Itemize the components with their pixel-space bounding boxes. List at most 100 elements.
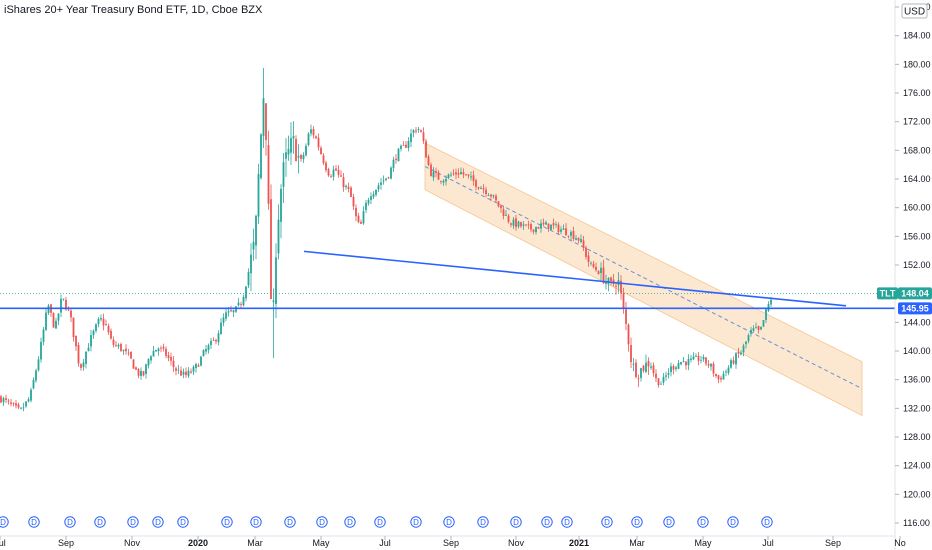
- candle-body: [415, 130, 417, 132]
- dividend-marker-label: D: [564, 518, 570, 527]
- dividend-marker[interactable]: [94, 516, 106, 528]
- candle-body: [722, 373, 725, 380]
- dividend-marker[interactable]: [697, 516, 709, 528]
- candle-body: [70, 310, 72, 318]
- x-tick-label: Sep: [825, 538, 841, 548]
- candle-body: [215, 339, 217, 342]
- dividend-marker[interactable]: [0, 516, 9, 528]
- dividend-marker[interactable]: [477, 516, 489, 528]
- dividend-marker[interactable]: [541, 516, 553, 528]
- dividend-marker[interactable]: [727, 516, 739, 528]
- candle-body: [410, 133, 412, 142]
- y-tick-label: 184.00: [903, 31, 931, 41]
- candle-body: [17, 404, 20, 408]
- regression-channel[interactable]: [424, 142, 863, 417]
- candle-body: [427, 156, 430, 166]
- candle-body: [225, 312, 227, 319]
- candle-body: [342, 177, 345, 188]
- chart-title: iShares 20+ Year Treasury Bond ETF, 1D, …: [4, 4, 263, 16]
- candle-body: [22, 407, 25, 409]
- dividend-marker[interactable]: [127, 516, 139, 528]
- y-tick-label: 120.00: [903, 489, 931, 499]
- currency-label[interactable]: USD: [901, 3, 928, 19]
- dividend-marker[interactable]: [561, 516, 573, 528]
- candle-body: [285, 152, 287, 159]
- dividend-marker[interactable]: [221, 516, 233, 528]
- candle-body: [437, 172, 440, 180]
- candle-body: [570, 232, 572, 236]
- dividend-marker[interactable]: [374, 516, 386, 528]
- candle-body: [315, 136, 317, 139]
- dividend-marker[interactable]: [28, 516, 40, 528]
- candle-body: [145, 364, 147, 374]
- candle-body: [97, 318, 100, 325]
- candle-body: [400, 145, 402, 149]
- dividend-marker[interactable]: [316, 516, 328, 528]
- candle-body: [730, 360, 732, 368]
- dividend-marker[interactable]: [64, 516, 76, 528]
- trend-line[interactable]: [303, 250, 847, 307]
- candle-body: [335, 168, 337, 171]
- candle-body: [320, 147, 322, 155]
- candle-body: [185, 371, 187, 376]
- candle-body: [567, 235, 570, 237]
- candle-body: [242, 296, 245, 306]
- candle-body: [762, 320, 765, 327]
- candle-body: [340, 175, 342, 177]
- candle-body: [105, 324, 107, 326]
- candle-body: [635, 362, 637, 377]
- candle-body: [87, 347, 90, 352]
- candle-body: [217, 333, 220, 343]
- dividend-marker[interactable]: [761, 516, 773, 528]
- candle-body: [700, 359, 702, 361]
- candle-body: [560, 229, 562, 232]
- dividend-marker-label: D: [67, 518, 73, 527]
- candle-body: [470, 176, 472, 178]
- candle-body: [667, 373, 670, 375]
- y-tick-label: 160.00: [903, 203, 931, 213]
- candle-body: [655, 373, 657, 379]
- candle-body: [230, 310, 232, 312]
- candle-body: [677, 363, 680, 369]
- candle-body: [542, 222, 545, 225]
- candle-body: [170, 356, 172, 361]
- dividend-marker[interactable]: [250, 516, 262, 528]
- dividend-marker[interactable]: [443, 516, 455, 528]
- candle-body: [10, 402, 12, 404]
- candle-body: [745, 341, 747, 345]
- candle-body: [205, 348, 207, 352]
- candle-body: [622, 293, 625, 308]
- dividend-marker[interactable]: [344, 516, 356, 528]
- x-axis[interactable]: Jul Sep Nov 2020 Mar May Jul Sep Nov 2021 Mar May Ju…: [0, 536, 906, 548]
- dividend-marker-label: D: [180, 518, 186, 527]
- candle-body: [657, 378, 660, 386]
- dividend-marker[interactable]: [177, 516, 189, 528]
- candle-body: [602, 267, 605, 284]
- candle-body: [732, 360, 735, 364]
- dividend-marker[interactable]: [284, 516, 296, 528]
- dividend-marker-label: D: [544, 518, 550, 527]
- candle-body: [180, 370, 182, 376]
- candle-body: [597, 271, 600, 275]
- candle-body: [302, 154, 305, 160]
- candle-body: [182, 371, 185, 375]
- dividend-marker[interactable]: [410, 516, 422, 528]
- candle-body: [122, 349, 125, 352]
- candle-body: [575, 238, 577, 240]
- dividend-marker-label: D: [130, 518, 136, 527]
- dividend-marker[interactable]: [631, 516, 643, 528]
- dividend-marker-label: D: [97, 518, 103, 527]
- candle-body: [712, 363, 715, 374]
- candle-body: [692, 356, 695, 360]
- dividend-marker[interactable]: [601, 516, 613, 528]
- candle-body: [680, 362, 682, 365]
- dividend-marker[interactable]: [510, 516, 522, 528]
- dividend-marker[interactable]: [663, 516, 675, 528]
- candle-body: [412, 130, 415, 133]
- dividend-marker[interactable]: [152, 516, 164, 528]
- candle-body: [370, 196, 372, 200]
- candle-body: [580, 239, 582, 242]
- candle-body: [67, 309, 70, 311]
